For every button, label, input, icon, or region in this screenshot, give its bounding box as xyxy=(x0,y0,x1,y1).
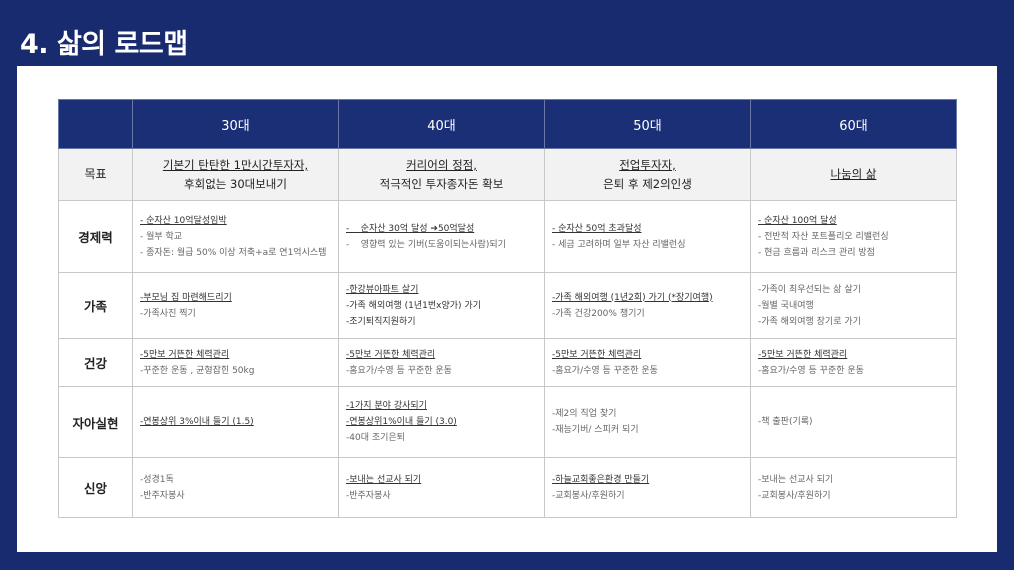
cell-item: -꾸준한 운동 , 균형잡힌 50kg xyxy=(140,365,255,376)
roadmap-table: 30대 40대 50대 60대 목표 기본기 탄탄한 1만시간투자자, 후회없는 30대보… xyxy=(58,99,957,518)
table-cell: -하늘교회좋은환경 만들기 -교회봉사/후원하기 xyxy=(544,457,751,518)
table-cell: - 순자산 30억 달성 ➔50억달성 - 영향력 있는 기버(도움이되는사람)되… xyxy=(338,200,545,273)
table-row: 자아실현 -연봉상위 3%이내 들기 (1.5) -1가지 분야 강사되기 -연봉상위… xyxy=(58,386,957,458)
goal-line: 후회없는 30대보내기 xyxy=(184,176,287,191)
cell-item: - 현금 흐름과 리스크 관리 방점 xyxy=(758,247,875,258)
corner-header xyxy=(58,99,133,149)
cell-item: - 순자산 50억 초과달성 xyxy=(552,223,642,234)
cell-item: -부모님 집 마련해드리기 xyxy=(140,292,232,303)
goal-line: 전업투자자, xyxy=(619,157,676,172)
goal-line: 기본기 탄탄한 1만시간투자자, xyxy=(162,157,309,172)
cell-item: - 영향력 있는 기버(도움이되는사람)되기 xyxy=(346,239,506,250)
goal-line: 적극적인 투자종자돈 확보 xyxy=(379,176,504,191)
cell-item: -보내는 선교사 되기 xyxy=(346,474,422,485)
cell-item: - 순자산 10억달성임박 xyxy=(140,215,227,226)
table-cell: -5만보 거뜬한 체력관리 -홈요가/수영 등 꾸준한 운동 xyxy=(544,338,751,387)
goal-line: 나눔의 삶 xyxy=(830,167,877,181)
table-cell: -한강뷰아파트 살기 -가족 해외여행 (1년1번x양가) 가기 -조기퇴직지원하기 xyxy=(338,272,545,339)
cell-item: -가족 건강200% 챙기기 xyxy=(552,308,645,319)
row-header: 신앙 xyxy=(58,457,133,518)
goal-row: 목표 기본기 탄탄한 1만시간투자자, 후회없는 30대보내기 커리어의 정점, 적극적… xyxy=(58,148,957,201)
cell-item: - 세금 고려하며 일부 자산 리밸런싱 xyxy=(552,239,686,250)
page-title: 4. 삶의 로드맵 xyxy=(20,29,188,60)
cell-item: -40대 조기은퇴 xyxy=(346,433,405,443)
cell-item: -교회봉사/후원하기 xyxy=(552,490,625,501)
table-row: 건강 -5만보 거뜬한 체력관리 -꾸준한 운동 , 균형잡힌 50kg -5만보 거… xyxy=(58,338,957,387)
cell-item: -가족 해외여행 장기로 가기 xyxy=(758,316,861,327)
table-cell: - 순자산 50억 초과달성 - 세금 고려하며 일부 자산 리밸런싱 xyxy=(544,200,751,273)
table-row: 신앙 -성경1독 -반주자봉사 -보내는 선교사 되기 -반주자봉사 -하늘교회좋은환경 … xyxy=(58,457,957,518)
row-header: 목표 xyxy=(58,148,133,201)
goal-cell: 전업투자자, 은퇴 후 제2의인생 xyxy=(544,148,751,201)
cell-item: -가족이 최우선되는 삶 살기 xyxy=(758,284,861,295)
cell-item: -홈요가/수영 등 꾸준한 운동 xyxy=(346,365,452,376)
goal-cell: 커리어의 정점, 적극적인 투자종자돈 확보 xyxy=(338,148,545,201)
cell-item: -반주자봉사 xyxy=(346,490,391,501)
roadmap-panel: 30대 40대 50대 60대 목표 기본기 탄탄한 1만시간투자자, 후회없는 30대보… xyxy=(17,66,997,552)
table-row: 경제력 - 순자산 10억달성임박 - 월부 학교 - 종자돈: 월급 50% 이상 … xyxy=(58,200,957,273)
cell-item: -책 출판(기록) xyxy=(758,417,813,427)
cell-item: -월별 국내여행 xyxy=(758,300,814,311)
cell-item: -가족 해외여행 (1년2회) 가기 (*장기여행) xyxy=(552,292,713,303)
cell-item: - 순자산 100억 달성 xyxy=(758,215,837,226)
cell-item: -홈요가/수영 등 꾸준한 운동 xyxy=(552,365,658,376)
table-cell: -책 출판(기록) xyxy=(750,386,957,458)
goal-cell: 기본기 탄탄한 1만시간투자자, 후회없는 30대보내기 xyxy=(132,148,339,201)
cell-item: - 종자돈: 월급 50% 이상 저축+a로 연1억시스템 xyxy=(140,247,327,258)
table-cell: -부모님 집 마련해드리기 -가족사진 찍기 xyxy=(132,272,339,339)
row-header: 가족 xyxy=(58,272,133,339)
table-cell: - 순자산 10억달성임박 - 월부 학교 - 종자돈: 월급 50% 이상 저축+… xyxy=(132,200,339,273)
cell-item: -5만보 거뜬한 체력관리 xyxy=(552,349,642,360)
cell-item: -연봉상위 3%이내 들기 (1.5) xyxy=(140,417,254,427)
column-header: 50대 xyxy=(544,99,751,149)
cell-item: -가족 해외여행 (1년1번x양가) 가기 xyxy=(346,300,481,311)
column-header: 40대 xyxy=(338,99,545,149)
row-header: 자아실현 xyxy=(58,386,133,458)
table-cell: -가족 해외여행 (1년2회) 가기 (*장기여행) -가족 건강200% 챙기기 xyxy=(544,272,751,339)
cell-item: -1가지 분야 강사되기 xyxy=(346,401,427,411)
goal-line: 커리어의 정점, xyxy=(406,157,477,172)
cell-item: -5만보 거뜬한 체력관리 xyxy=(346,349,436,360)
table-cell: -성경1독 -반주자봉사 xyxy=(132,457,339,518)
cell-item: - 월부 학교 xyxy=(140,231,183,242)
cell-item: -5만보 거뜬한 체력관리 xyxy=(758,349,848,360)
table-cell: -1가지 분야 강사되기 -연봉상위1%이내 들기 (3.0) -40대 조기은퇴 xyxy=(338,386,545,458)
table-cell: -보내는 선교사 되기 -교회봉사/후원하기 xyxy=(750,457,957,518)
cell-item: -보내는 선교사 되기 xyxy=(758,474,834,485)
cell-item: -5만보 거뜬한 체력관리 xyxy=(140,349,230,360)
table-cell: -연봉상위 3%이내 들기 (1.5) xyxy=(132,386,339,458)
table-cell: -제2의 직업 찾기 -재능기버/ 스피커 되기 xyxy=(544,386,751,458)
cell-item: -재능기버/ 스피커 되기 xyxy=(552,425,639,435)
cell-item: -교회봉사/후원하기 xyxy=(758,490,831,501)
row-header: 건강 xyxy=(58,338,133,387)
cell-item: -홈요가/수영 등 꾸준한 운동 xyxy=(758,365,864,376)
cell-item: -반주자봉사 xyxy=(140,490,185,501)
cell-item: - 순자산 30억 달성 ➔50억달성 xyxy=(346,223,475,234)
table-cell: - 순자산 100억 달성 - 전반적 자산 포트폴리오 리밸런싱 - 현금 흐름과… xyxy=(750,200,957,273)
cell-item: -조기퇴직지원하기 xyxy=(346,316,416,327)
cell-item: -한강뷰아파트 살기 xyxy=(346,284,419,295)
table-cell: -가족이 최우선되는 삶 살기 -월별 국내여행 -가족 해외여행 장기로 가기 xyxy=(750,272,957,339)
table-cell: -5만보 거뜬한 체력관리 -홈요가/수영 등 꾸준한 운동 xyxy=(338,338,545,387)
table-cell: -보내는 선교사 되기 -반주자봉사 xyxy=(338,457,545,518)
cell-item: -가족사진 찍기 xyxy=(140,308,196,319)
column-header: 60대 xyxy=(750,99,957,149)
table-cell: -5만보 거뜬한 체력관리 -홈요가/수영 등 꾸준한 운동 xyxy=(750,338,957,387)
cell-item: - 전반적 자산 포트폴리오 리밸런싱 xyxy=(758,231,889,242)
column-header: 30대 xyxy=(132,99,339,149)
cell-item: -하늘교회좋은환경 만들기 xyxy=(552,474,650,485)
table-row: 가족 -부모님 집 마련해드리기 -가족사진 찍기 -한강뷰아파트 살기 -가족 해외여… xyxy=(58,272,957,339)
cell-item: -연봉상위1%이내 들기 (3.0) xyxy=(346,417,457,427)
table-cell: -5만보 거뜬한 체력관리 -꾸준한 운동 , 균형잡힌 50kg xyxy=(132,338,339,387)
cell-item: -성경1독 xyxy=(140,474,174,485)
goal-cell: 나눔의 삶 xyxy=(750,148,957,201)
row-header: 경제력 xyxy=(58,200,133,273)
goal-line: 은퇴 후 제2의인생 xyxy=(603,176,692,191)
cell-item: -제2의 직업 찾기 xyxy=(552,409,617,419)
